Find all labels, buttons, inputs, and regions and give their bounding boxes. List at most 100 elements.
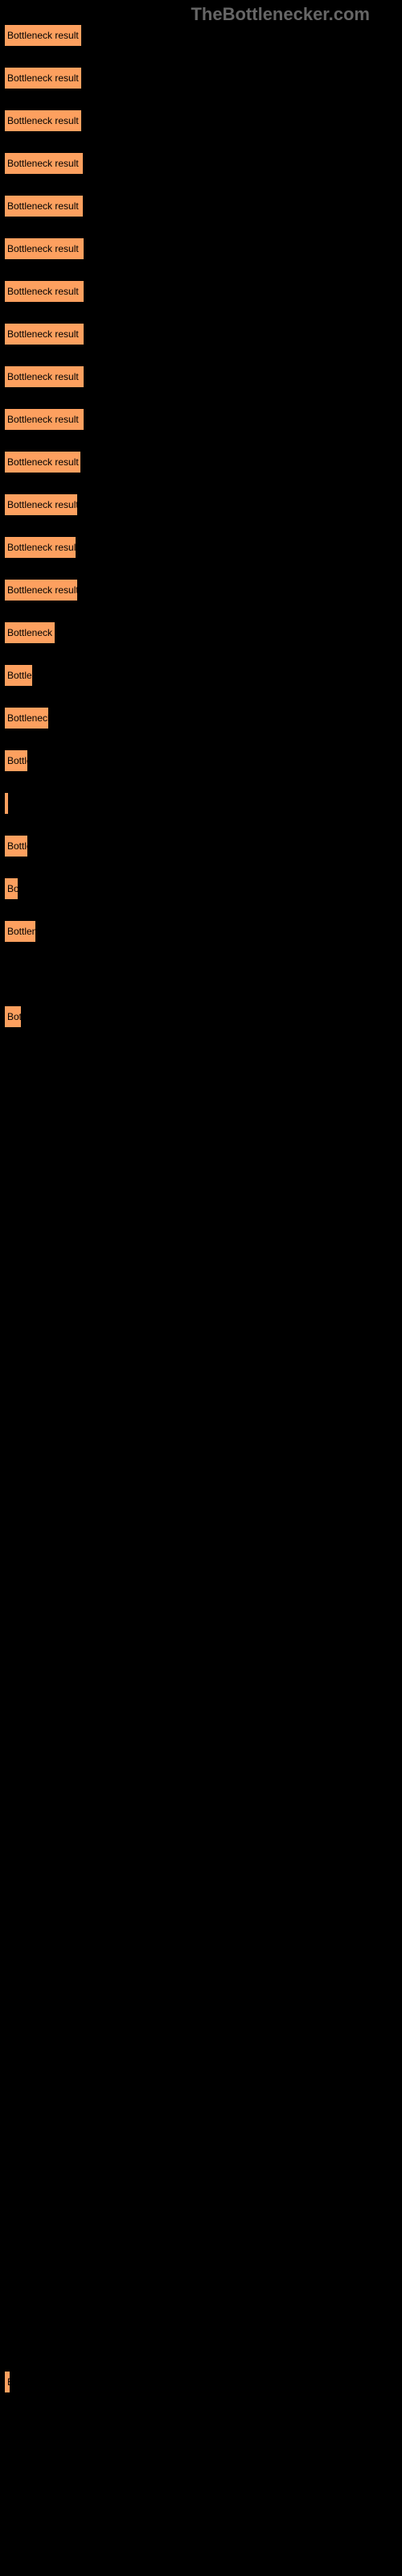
bar-row: Bottleneck result	[4, 792, 402, 815]
bar-row: Bottleneck result	[4, 280, 402, 303]
bar-row	[4, 1859, 402, 1881]
bar-row	[4, 1987, 402, 2009]
bar-label: Bottleneck result	[7, 798, 9, 809]
bar-row	[4, 1560, 402, 1583]
bar-label: Bottleneck result	[7, 115, 79, 126]
bar-row: Bottleneck result	[4, 408, 402, 431]
bar-label: Bottleneck result	[7, 627, 55, 638]
bar-row	[4, 2285, 402, 2308]
bar-label: Bottleneck result	[7, 584, 78, 596]
bar-row: Bottleneck result	[4, 237, 402, 260]
bar-row	[4, 2328, 402, 2351]
bar-row: Bottleneck result	[4, 24, 402, 47]
bar-row: Bottleneck result	[4, 365, 402, 388]
bar-row: Bottleneck result	[4, 749, 402, 772]
bar: Bottleneck result	[4, 451, 81, 473]
bar-label: Bottleneck result	[7, 2376, 10, 2388]
bar-row: Bottleneck result	[4, 920, 402, 943]
bar-row: Bottleneck result	[4, 835, 402, 857]
bar-row: Bottleneck result	[4, 451, 402, 473]
bar: Bottleneck result	[4, 280, 84, 303]
bar-row	[4, 1219, 402, 1241]
bar: Bottleneck result	[4, 493, 78, 516]
bar-row	[4, 1304, 402, 1327]
bar-label: Bottleneck result	[7, 456, 79, 468]
bar-row	[4, 2029, 402, 2052]
bar: Bottleneck result	[4, 835, 28, 857]
bar-row	[4, 1347, 402, 1369]
bar-label: Bottleneck result	[7, 840, 28, 852]
bar: Bottleneck result	[4, 2371, 10, 2393]
bar-row	[4, 1261, 402, 1284]
bar-row: Bottleneck result	[4, 109, 402, 132]
bar-label: Bottleneck result	[7, 670, 33, 681]
bar-label: Bottleneck result	[7, 286, 79, 297]
bar: Bottleneck result	[4, 408, 84, 431]
bar: Bottleneck result	[4, 152, 84, 175]
bar-row: Bottleneck result	[4, 1005, 402, 1028]
bar-label: Bottleneck result	[7, 243, 79, 254]
bar-row	[4, 1475, 402, 1497]
bar-row: Bottleneck result	[4, 877, 402, 900]
bar-row: Bottleneck result	[4, 493, 402, 516]
bar-row: Bottleneck result	[4, 621, 402, 644]
bar-row	[4, 2072, 402, 2095]
bar-row: Bottleneck result	[4, 2371, 402, 2393]
chart-container: Bottleneck result Bottleneck result Bottle…	[0, 0, 402, 2393]
bar-label: Bottleneck result	[7, 926, 36, 937]
bar-row: Bottleneck result	[4, 323, 402, 345]
bar-label: Bottleneck result	[7, 72, 79, 84]
bar-row	[4, 1688, 402, 1711]
bar-row	[4, 963, 402, 985]
bar-label: Bottleneck result	[7, 371, 79, 382]
bar-row	[4, 1901, 402, 1924]
bar-row: Bottleneck result	[4, 195, 402, 217]
bar-row	[4, 1432, 402, 1455]
bar-row	[4, 1773, 402, 1796]
bar-row	[4, 1731, 402, 1753]
bar-row	[4, 2200, 402, 2223]
bar: Bottleneck result	[4, 664, 33, 687]
bar-label: Bottleneck result	[7, 200, 79, 212]
bar-row	[4, 2243, 402, 2265]
bar-label: Bottleneck result	[7, 712, 49, 724]
bar: Bottleneck result	[4, 195, 84, 217]
bar-row	[4, 2115, 402, 2137]
bar: Bottleneck result	[4, 749, 28, 772]
bar: Bottleneck result	[4, 579, 78, 601]
bar-row	[4, 1091, 402, 1113]
bar-row	[4, 1645, 402, 1668]
bar: Bottleneck result	[4, 1005, 22, 1028]
bar-row: Bottleneck result	[4, 579, 402, 601]
bar-label: Bottleneck result	[7, 755, 28, 766]
bar: Bottleneck result	[4, 237, 84, 260]
bar: Bottleneck result	[4, 536, 76, 559]
bar-row	[4, 1944, 402, 1967]
bar-row	[4, 1133, 402, 1156]
bar-row: Bottleneck result	[4, 536, 402, 559]
bar-label: Bottleneck result	[7, 30, 79, 41]
bar-label: Bottleneck result	[7, 1011, 22, 1022]
bar-row	[4, 1389, 402, 1412]
bar-label: Bottleneck result	[7, 158, 79, 169]
bar: Bottleneck result	[4, 365, 84, 388]
bar: Bottleneck result	[4, 67, 82, 89]
bar: Bottleneck result	[4, 109, 82, 132]
bar: Bottleneck result	[4, 323, 84, 345]
bar-row	[4, 1048, 402, 1071]
bar-row: Bottleneck result	[4, 664, 402, 687]
bar: Bottleneck result	[4, 621, 55, 644]
bar-label: Bottleneck result	[7, 414, 79, 425]
bar: Bottleneck result	[4, 24, 82, 47]
bar-row: Bottleneck result	[4, 152, 402, 175]
bar-row	[4, 1816, 402, 1839]
bar-row	[4, 2157, 402, 2180]
bar-label: Bottleneck result	[7, 499, 78, 510]
bar-row: Bottleneck result	[4, 707, 402, 729]
bar: Bottleneck result	[4, 920, 36, 943]
bar-label: Bottleneck result	[7, 883, 18, 894]
watermark: TheBottlenecker.com	[191, 4, 370, 25]
bar-row	[4, 1176, 402, 1199]
bar: Bottleneck result	[4, 792, 9, 815]
bar-label: Bottleneck result	[7, 328, 79, 340]
